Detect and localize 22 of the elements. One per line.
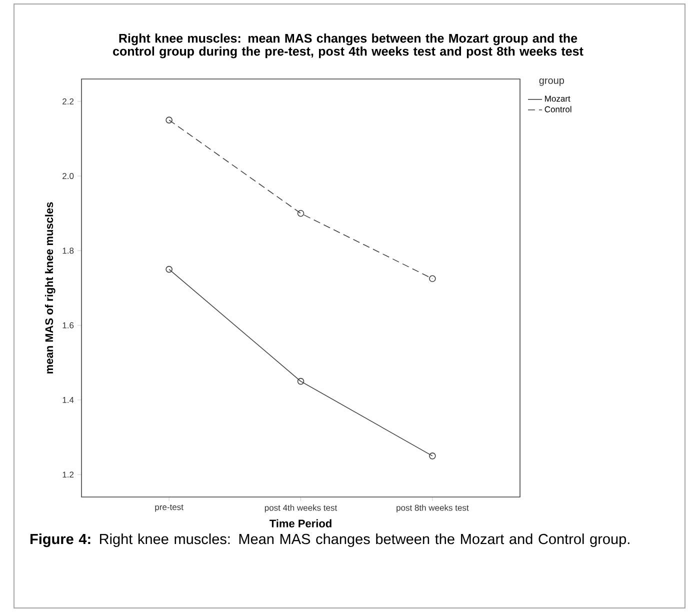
point (166, 266, 172, 273)
y-tick-label: 1.6 (62, 322, 74, 328)
x-tick-label: post 4th weeks test (264, 504, 338, 512)
legend-title: group (539, 78, 564, 86)
legend-label: Control (544, 106, 572, 112)
point (166, 116, 172, 124)
point (297, 378, 304, 385)
point (429, 275, 436, 282)
chart-title: Right knee muscles: mean MAS changes between the Mozart group and the control group during the pre-test, post 4th weeks test and post 8th weeks test (113, 34, 584, 58)
x-axis-title: Time Period (270, 519, 332, 528)
point (297, 210, 304, 217)
x-tick-label: pre-test (155, 504, 184, 512)
y-tick-label: 1.8 (62, 248, 74, 254)
y-tick-label: 1.4 (62, 397, 74, 403)
point (429, 452, 436, 460)
text: Figure 4: Right knee muscles: Mean MAS changes between the Mozart and Control group. (30, 534, 630, 548)
y-tick-label: 2.0 (62, 173, 74, 180)
y-tick-label: 2.2 (62, 98, 74, 104)
legend-label: Mozart (545, 96, 570, 102)
y-tick-label: 1.2 (62, 472, 74, 478)
y-axis-title: mean MAS of right knee muscles (44, 202, 56, 374)
x-tick-label: post 8th weeks test (396, 504, 469, 512)
